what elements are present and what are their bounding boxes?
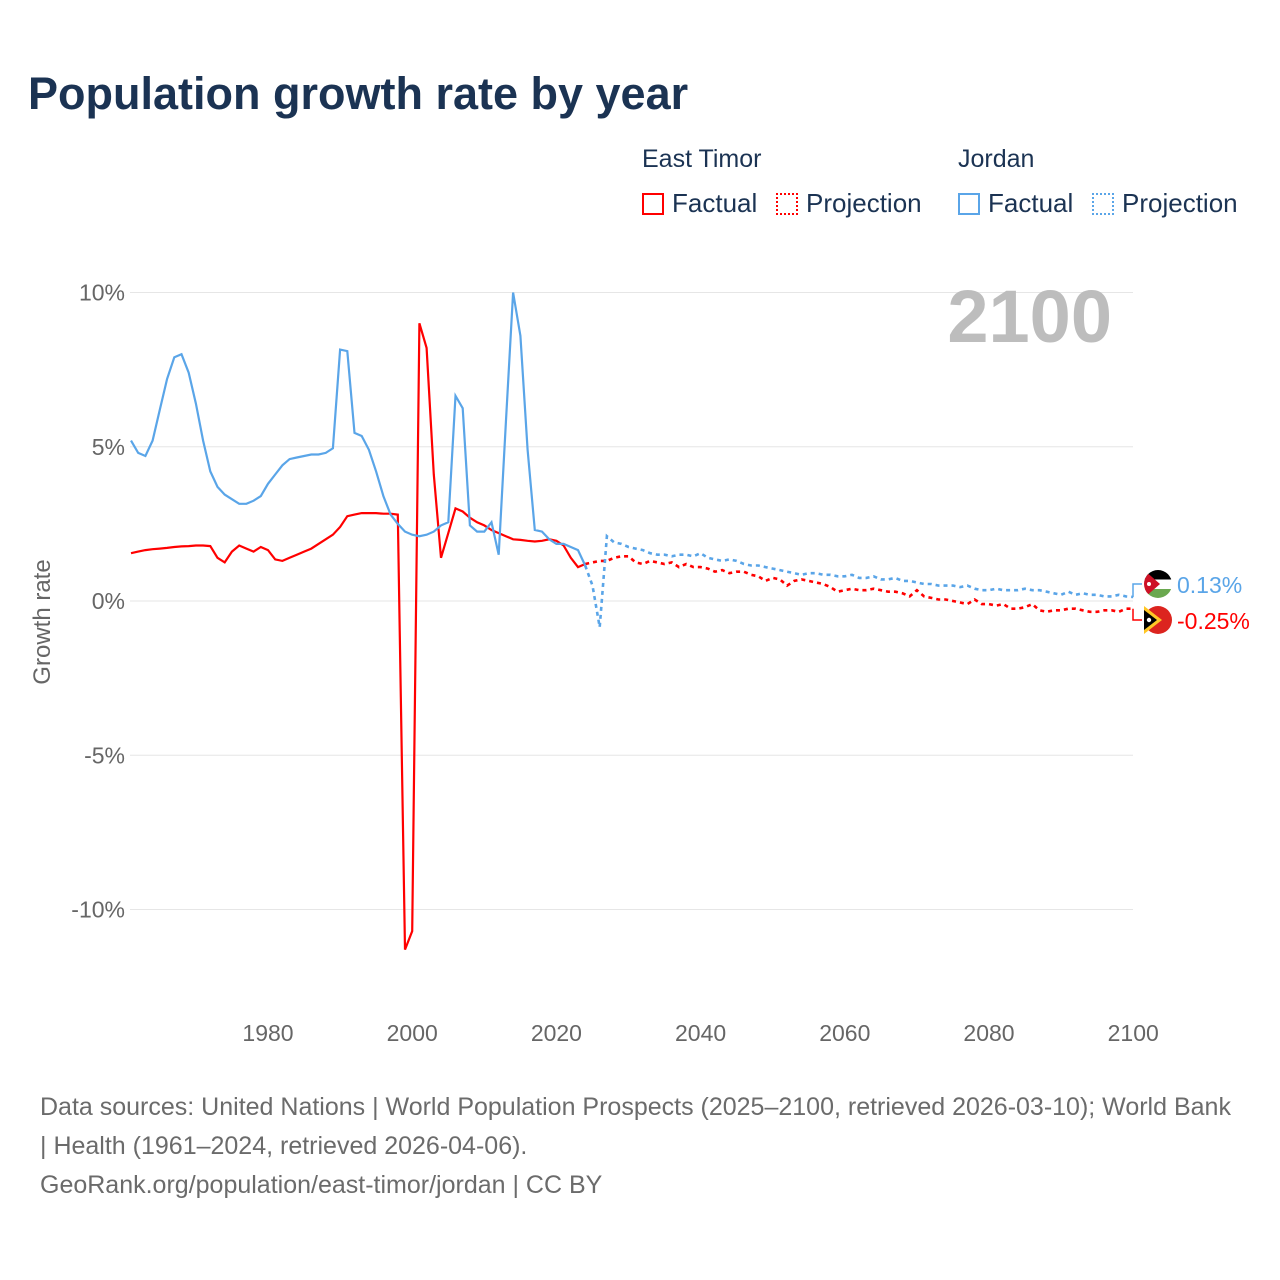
x-tick-label: 1980	[242, 1020, 293, 1046]
y-tick-label: -10%	[71, 897, 125, 923]
legend-group-east-timor: East Timor	[642, 145, 762, 173]
series-jordan-projection	[583, 533, 1134, 628]
legend-east-timor-factual[interactable]: Factual	[642, 188, 757, 219]
legend-swatch	[958, 192, 980, 215]
legend-swatch	[1092, 192, 1114, 215]
east-timor-flag-icon	[1144, 606, 1172, 634]
jordan-flag-icon	[1144, 570, 1172, 598]
legend-east-timor-projection[interactable]: Projection	[776, 188, 922, 219]
line-chart: 10% 5% 0% -5% -10% 1980 2000 2020 2040 2060 2080 21…	[29, 275, 1250, 1046]
page-title: Population growth rate by year	[28, 68, 689, 119]
x-tick-label: 2040	[675, 1020, 726, 1046]
series-jordan-factual	[130, 292, 587, 566]
end-connector	[1132, 583, 1142, 597]
x-tick-label: 2020	[531, 1020, 582, 1046]
x-tick-label: 2100	[1108, 1020, 1159, 1046]
legend-label: Projection	[806, 188, 922, 218]
source-text: Data sources: United Nations | World Pop…	[40, 1093, 1231, 1160]
legend-swatch	[776, 192, 798, 215]
source-note: Data sources: United Nations | World Pop…	[40, 1088, 1240, 1205]
legend-jordan-factual[interactable]: Factual	[958, 188, 1073, 219]
legend-label: Projection	[1122, 188, 1238, 218]
legend-swatch	[642, 192, 664, 215]
end-connector	[1132, 608, 1142, 621]
legend-jordan-projection[interactable]: Projection	[1092, 188, 1238, 219]
y-axis-label: Growth rate	[29, 559, 56, 684]
legend-label: Factual	[988, 188, 1074, 218]
series-east-timor-factual	[130, 322, 586, 950]
flag-star	[1146, 617, 1152, 623]
y-tick-label: -5%	[84, 742, 125, 768]
source-link[interactable]: GeoRank.org/population/east-timor/jordan…	[40, 1171, 603, 1199]
x-tick-label: 2080	[963, 1020, 1014, 1046]
series-east-timor-projection	[584, 554, 1134, 614]
end-value-label: -0.25%	[1177, 608, 1250, 634]
flag-body	[1144, 570, 1172, 598]
flag-star	[1147, 582, 1151, 586]
y-tick-label: 5%	[92, 434, 125, 460]
end-value-label: 0.13%	[1177, 572, 1242, 598]
x-tick-label: 2060	[819, 1020, 870, 1046]
legend-group-jordan: Jordan	[958, 145, 1035, 173]
y-tick-label: 10%	[79, 280, 125, 306]
y-tick-label: 0%	[92, 588, 125, 614]
flag-triangle	[1144, 570, 1160, 598]
x-tick-label: 2000	[387, 1020, 438, 1046]
legend-label: Factual	[672, 188, 758, 218]
year-label: 2100	[947, 275, 1112, 358]
flag-stripe	[1144, 589, 1172, 598]
flag-stripe	[1144, 570, 1172, 580]
